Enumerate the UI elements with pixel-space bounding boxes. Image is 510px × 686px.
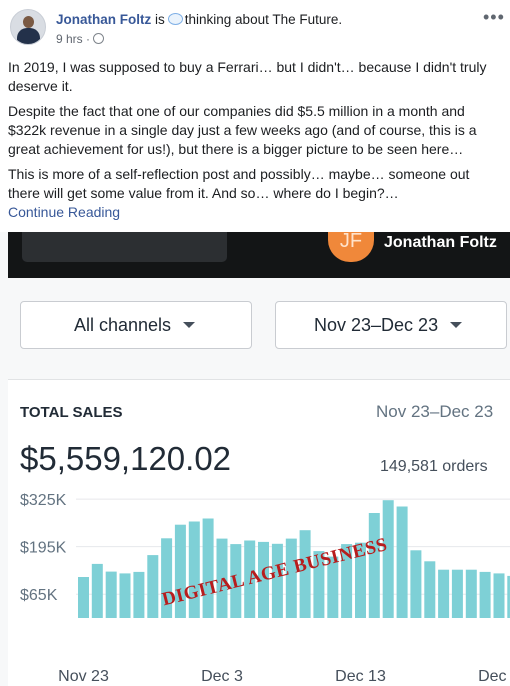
sales-bar (313, 551, 325, 618)
sales-bar (161, 538, 173, 618)
sales-bar (382, 500, 394, 618)
sales-bar (465, 569, 477, 618)
avatar-body (17, 28, 40, 44)
sales-bar (355, 542, 366, 618)
sales-bar (91, 563, 103, 618)
y-tick-label: $65K (20, 587, 58, 604)
x-tick-label: Dec 2 (478, 668, 510, 685)
sales-bar (216, 538, 228, 618)
feeling-text[interactable]: thinking about The Future. (184, 12, 343, 27)
globe-icon[interactable] (93, 33, 105, 44)
x-tick-label: Dec 13 (335, 668, 386, 685)
post-paragraph: Despite the fact that one of our compani… (8, 103, 477, 157)
caret-down-icon (450, 322, 463, 328)
sales-bar (479, 571, 491, 618)
sales-bar (133, 571, 145, 618)
card-date-range: Nov 23–Dec 23 (376, 402, 494, 421)
date-range-dropdown: Nov 23–Dec 23 (275, 301, 507, 349)
sales-bar (188, 521, 200, 618)
post-header: Jonathan Foltz is thinking about The Futu… (0, 0, 510, 54)
continue-reading-link[interactable]: Continue Reading (8, 204, 121, 220)
sales-bar (299, 530, 311, 618)
sales-bar (258, 541, 269, 618)
sales-bar (78, 577, 89, 618)
channels-dropdown: All channels (20, 301, 252, 349)
sales-bar (341, 544, 353, 618)
sales-bar (271, 543, 283, 618)
orders-count: 149,581 orders (380, 458, 488, 475)
sales-bar (174, 524, 186, 618)
x-tick-label: Dec 3 (201, 668, 243, 685)
sales-bar (230, 544, 242, 618)
caret-down-icon (183, 322, 196, 328)
post-meta: 9 hrs · (56, 32, 105, 46)
sales-bar (327, 556, 339, 618)
date-range-dropdown-label: Nov 23–Dec 23 (314, 315, 439, 335)
sales-bar (147, 555, 159, 618)
sales-bar (368, 513, 380, 618)
post-image[interactable]: JF Jonathan Foltz All channels Nov 23–De… (0, 232, 510, 686)
sales-bar (105, 571, 117, 618)
post-paragraph: In 2019, I was supposed to buy a Ferrari… (8, 59, 487, 94)
post-time[interactable]: 9 hrs · (56, 32, 91, 46)
sales-bar (493, 573, 505, 618)
user-initials-avatar: JF (328, 232, 374, 262)
y-tick-label: $325K (20, 492, 67, 509)
sales-bar (410, 550, 422, 618)
sales-bar (507, 575, 510, 618)
sales-bar (424, 561, 436, 618)
sales-bar (202, 518, 214, 618)
sales-bar (396, 506, 408, 618)
more-options-icon[interactable]: ••• (483, 7, 505, 27)
sales-bar (451, 569, 463, 618)
avatar-head (23, 16, 34, 28)
post-body: In 2019, I was supposed to buy a Ferrari… (8, 58, 502, 222)
is-text: is (155, 12, 165, 27)
sales-card (8, 379, 510, 686)
dashboard-top-bar: JF Jonathan Foltz (8, 232, 510, 278)
post-paragraph: This is more of a self-reflection post a… (8, 166, 470, 201)
post-header-line: Jonathan Foltz is thinking about The Futu… (56, 12, 342, 27)
sales-bar (119, 573, 131, 618)
channels-dropdown-label: All channels (74, 315, 172, 335)
sales-bar (285, 538, 297, 618)
y-tick-label: $195K (20, 540, 67, 557)
sales-bar (438, 569, 450, 618)
author-name[interactable]: Jonathan Foltz (56, 12, 152, 27)
total-sales-value: $5,559,120.02 (20, 440, 232, 477)
total-sales-label: TOTAL SALES (20, 404, 123, 421)
thought-bubble-icon (167, 13, 183, 25)
author-avatar[interactable] (10, 9, 46, 45)
sales-bar (244, 540, 256, 618)
x-tick-label: Nov 23 (58, 668, 109, 685)
dashboard-search-bar (22, 232, 227, 262)
sales-bar-chart: $325K $195K $65K Nov 23 Dec 3 Dec 13 Dec 2 (20, 492, 510, 685)
dashboard-user-name: Jonathan Foltz (384, 234, 497, 251)
